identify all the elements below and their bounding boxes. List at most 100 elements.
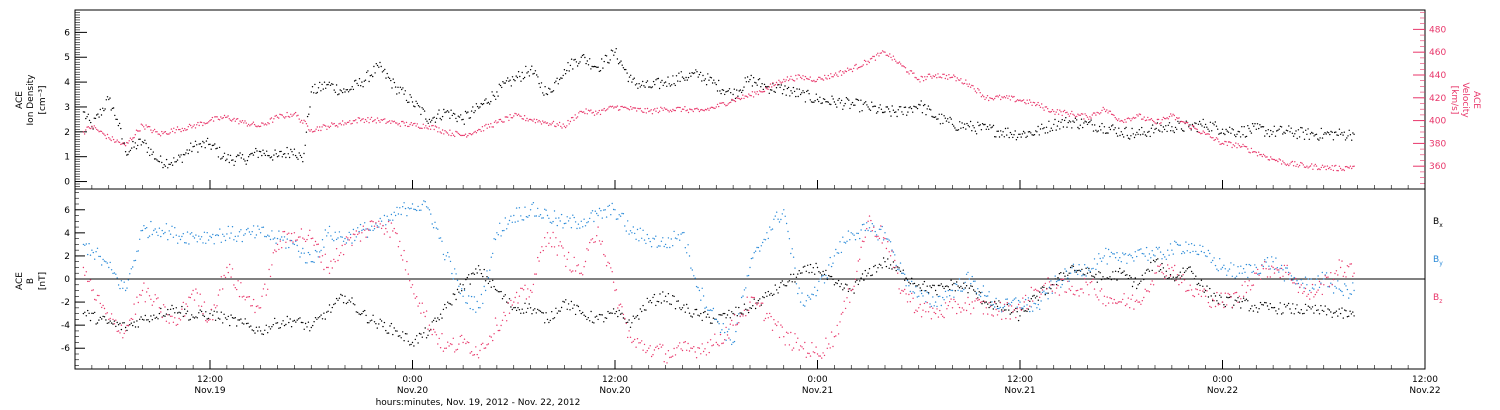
- by-point-sample: [1144, 255, 1146, 257]
- velocity-point-sample: [683, 108, 685, 111]
- density-point-sample: [451, 114, 453, 117]
- velocity-point-sample: [331, 122, 333, 124]
- velocity-point-sample: [1048, 110, 1050, 113]
- velocity-point-sample: [581, 111, 584, 114]
- density-point-sample: [896, 115, 898, 118]
- bx-point-sample: [1321, 309, 1324, 312]
- velocity-point-sample: [978, 89, 980, 91]
- density-point: [428, 118, 431, 121]
- bx-point-sample: [375, 323, 377, 325]
- bz-point-sample: [908, 293, 910, 296]
- by-point-sample: [272, 238, 274, 240]
- by-point-sample: [680, 233, 682, 235]
- velocity-point-sample: [796, 78, 798, 80]
- density-point-sample: [269, 157, 271, 159]
- bx-point-sample: [1062, 272, 1065, 274]
- velocity-point-sample: [654, 108, 656, 110]
- bz-point-sample: [995, 308, 997, 311]
- by-point-sample: [795, 283, 798, 285]
- bx-point-sample: [895, 269, 897, 272]
- by-point-sample: [338, 231, 341, 233]
- velocity-point-sample: [986, 95, 989, 97]
- velocity-point-sample: [434, 125, 437, 127]
- bx-point-sample: [740, 312, 743, 314]
- velocity-point-sample: [969, 86, 972, 88]
- by-point-sample: [987, 295, 989, 297]
- bx-point-sample: [139, 318, 141, 320]
- density-point-sample: [323, 81, 326, 83]
- by-point-sample: [1088, 269, 1090, 271]
- by-point-sample: [701, 287, 703, 289]
- density-point-sample: [306, 115, 309, 118]
- velocity-point-sample: [139, 130, 141, 132]
- density-point-sample: [432, 117, 434, 119]
- bx-point-sample: [610, 312, 612, 314]
- by-point-sample: [1032, 310, 1034, 312]
- velocity-point-sample: [176, 126, 179, 128]
- velocity-point-sample: [686, 109, 688, 111]
- bz-point-sample: [781, 326, 783, 328]
- by-point-sample: [679, 239, 681, 241]
- by-point-sample: [323, 246, 325, 248]
- by-point-sample: [248, 231, 251, 233]
- density-point-sample: [1243, 126, 1245, 128]
- bz-point: [918, 307, 920, 309]
- velocity-point-sample: [353, 120, 356, 122]
- by-point-sample: [281, 236, 283, 238]
- by-point-sample: [477, 307, 480, 309]
- density-point-sample: [1324, 132, 1326, 134]
- velocity-point-sample: [1194, 127, 1196, 129]
- velocity-point-sample: [133, 136, 135, 139]
- bx-point-sample: [1150, 261, 1152, 264]
- bz-point-sample: [196, 292, 198, 294]
- bx-point-sample: [549, 319, 551, 322]
- by-point-sample: [1303, 287, 1305, 289]
- density-point-sample: [1165, 125, 1167, 127]
- bz-point-sample: [271, 264, 273, 266]
- density-point-sample: [409, 94, 411, 96]
- by-point-sample: [655, 235, 657, 237]
- density-point-sample: [796, 88, 798, 90]
- density-point-sample: [294, 154, 297, 157]
- velocity-point-sample: [179, 128, 181, 131]
- by-point-sample: [652, 237, 654, 239]
- density-point-sample: [135, 148, 138, 150]
- bz-point-sample: [400, 254, 402, 257]
- by-point-sample: [110, 269, 113, 271]
- density-point-sample: [636, 83, 638, 85]
- bz-point-sample: [94, 298, 96, 301]
- density-point-sample: [728, 88, 731, 90]
- velocity-point-sample: [793, 80, 796, 82]
- by-point: [361, 229, 363, 232]
- by-point-sample: [839, 241, 841, 243]
- density-point-sample: [1329, 133, 1331, 136]
- bx-point-sample: [229, 324, 231, 327]
- by-point-sample: [674, 237, 677, 239]
- velocity-point-sample: [1335, 164, 1337, 167]
- density-point-sample: [1153, 132, 1155, 134]
- density-point-sample: [1166, 130, 1168, 133]
- density-point-sample: [862, 103, 864, 106]
- velocity-point-sample: [1089, 116, 1091, 118]
- velocity-point-sample: [168, 133, 170, 135]
- bx-point-sample: [140, 316, 142, 318]
- velocity-point-sample: [596, 113, 598, 115]
- density-point-sample: [328, 81, 330, 84]
- density-point-sample: [379, 61, 381, 64]
- density-point-sample: [304, 144, 306, 146]
- bx-point-sample: [866, 275, 868, 277]
- velocity-point: [749, 94, 751, 97]
- bx-point-sample: [289, 318, 291, 320]
- velocity-point-sample: [1312, 168, 1314, 170]
- by-point-sample: [996, 307, 999, 310]
- by-point: [715, 318, 717, 321]
- density-point-sample: [419, 106, 421, 108]
- density-point-sample: [1264, 135, 1266, 137]
- bx-point-sample: [274, 317, 276, 320]
- velocity-point: [1069, 113, 1072, 115]
- density-point-sample: [792, 86, 795, 89]
- density-point-sample: [1078, 128, 1080, 130]
- density-point-sample: [455, 117, 457, 120]
- bz-point-sample: [634, 338, 636, 341]
- by-point-sample: [452, 278, 454, 280]
